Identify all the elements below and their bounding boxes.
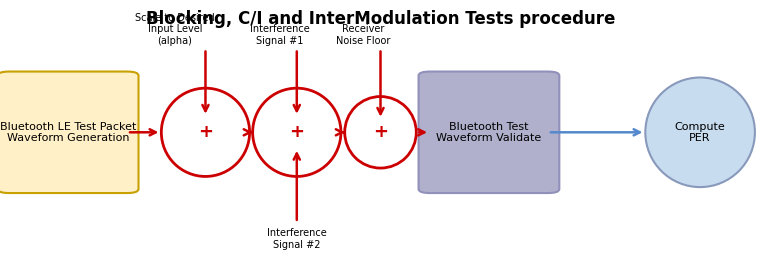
Text: Interference
Signal #1: Interference Signal #1 (250, 24, 310, 46)
Ellipse shape (345, 97, 416, 168)
Ellipse shape (161, 88, 250, 176)
Text: Interference
Signal #2: Interference Signal #2 (267, 228, 326, 250)
Text: Bluetooth LE Test Packet
Waveform Generation: Bluetooth LE Test Packet Waveform Genera… (0, 122, 136, 143)
FancyBboxPatch shape (0, 72, 139, 193)
Text: Blocking, C/I and InterModulation Tests procedure: Blocking, C/I and InterModulation Tests … (146, 10, 615, 28)
Text: +: + (289, 123, 304, 141)
Text: Compute
PER: Compute PER (675, 122, 725, 143)
Text: Receiver
Noise Floor: Receiver Noise Floor (336, 24, 390, 46)
FancyBboxPatch shape (419, 72, 559, 193)
Text: +: + (373, 123, 388, 141)
Text: Scale to Desired
Input Level
(alpha): Scale to Desired Input Level (alpha) (135, 13, 215, 46)
Ellipse shape (253, 88, 341, 176)
Ellipse shape (645, 77, 755, 187)
Text: +: + (198, 123, 213, 141)
Text: Bluetooth Test
Waveform Validate: Bluetooth Test Waveform Validate (436, 122, 542, 143)
